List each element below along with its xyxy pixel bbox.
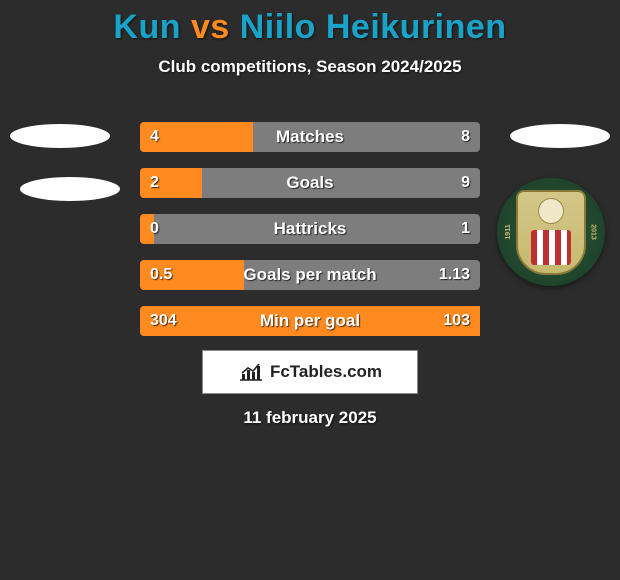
player2-silhouette-head bbox=[510, 124, 610, 148]
stat-value-right: 1.13 bbox=[439, 266, 470, 284]
stat-row: 0.5Goals per match1.13 bbox=[140, 260, 480, 290]
badge-crest-top bbox=[538, 198, 564, 224]
badge-year-right: 2013 bbox=[590, 224, 597, 240]
stat-label: Goals bbox=[140, 173, 480, 193]
chart-icon bbox=[238, 362, 264, 382]
badge-shield bbox=[516, 190, 586, 275]
comparison-infographic: Kun vs Niilo Heikurinen Club competition… bbox=[0, 0, 620, 580]
title-player1: Kun bbox=[113, 8, 181, 46]
stat-row: 304Min per goal103 bbox=[140, 306, 480, 336]
player1-silhouette-shoulders bbox=[20, 177, 120, 201]
stat-row: 0Hattricks1 bbox=[140, 214, 480, 244]
title-player2: Niilo Heikurinen bbox=[240, 8, 507, 46]
brand-box: FcTables.com bbox=[202, 350, 418, 394]
player1-silhouette-head bbox=[10, 124, 110, 148]
page-title: Kun vs Niilo Heikurinen bbox=[0, 0, 620, 47]
stat-value-right: 8 bbox=[461, 128, 470, 146]
stat-label: Min per goal bbox=[140, 311, 480, 331]
subtitle: Club competitions, Season 2024/2025 bbox=[0, 57, 620, 77]
stat-label: Hattricks bbox=[140, 219, 480, 239]
badge-year-left: 1911 bbox=[505, 224, 512, 239]
stat-label: Goals per match bbox=[140, 265, 480, 285]
stat-value-right: 103 bbox=[443, 312, 470, 330]
brand-text: FcTables.com bbox=[270, 362, 382, 382]
stat-row: 2Goals9 bbox=[140, 168, 480, 198]
badge-stripes bbox=[531, 230, 571, 265]
stat-row: 4Matches8 bbox=[140, 122, 480, 152]
comparison-bars: 4Matches8 2Goals9 0Hattricks1 0.5Goals per … bbox=[140, 122, 480, 352]
stat-label: Matches bbox=[140, 127, 480, 147]
club-badge: 1911 2013 bbox=[497, 178, 605, 286]
title-vs: vs bbox=[191, 8, 230, 46]
date-line: 11 february 2025 bbox=[0, 408, 620, 428]
stat-value-right: 9 bbox=[461, 174, 470, 192]
stat-value-right: 1 bbox=[461, 220, 470, 238]
